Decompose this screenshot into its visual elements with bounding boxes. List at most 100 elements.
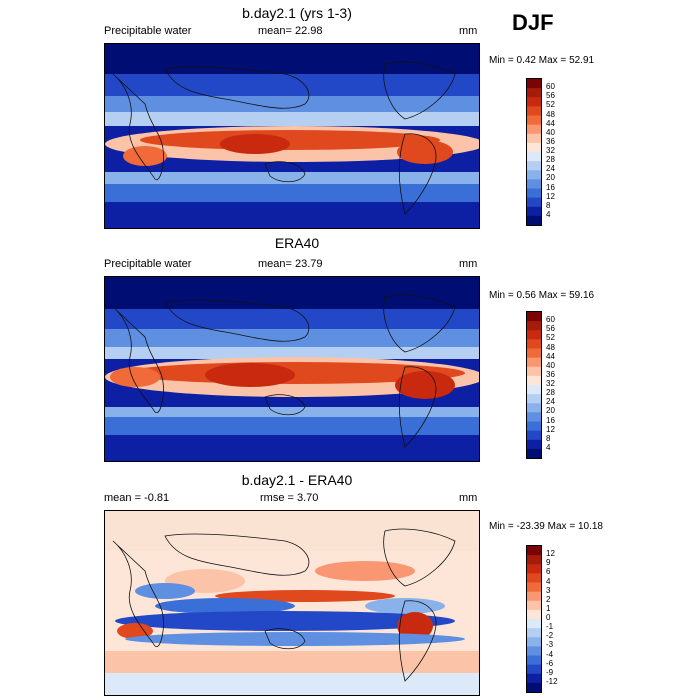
colorbar-swatch bbox=[527, 197, 541, 208]
panel-3-neg-band-1 bbox=[155, 598, 295, 614]
colorbar-tick-label: 16 bbox=[546, 415, 555, 425]
colorbar-tick-label: 12 bbox=[546, 549, 555, 559]
panel-2-min-label: Min = bbox=[489, 290, 514, 301]
colorbar-swatch bbox=[527, 312, 541, 322]
panel-1-mean-value: 22.98 bbox=[295, 25, 323, 37]
colorbar-swatch bbox=[527, 330, 541, 340]
panel-2-coastlines bbox=[112, 294, 456, 448]
colorbar-tick-label: 40 bbox=[546, 127, 555, 137]
colorbar-swatch bbox=[527, 106, 541, 117]
panel-1-africa bbox=[123, 146, 167, 166]
colorbar-tick-label: 20 bbox=[546, 173, 555, 183]
colorbar-tick-label: 6 bbox=[546, 567, 551, 577]
colorbar-swatch bbox=[527, 88, 541, 98]
panel-3-min-value: -23.39 bbox=[516, 521, 545, 532]
colorbar-tick-label: -1 bbox=[546, 622, 554, 632]
panel-3-neg-patch-1 bbox=[135, 583, 195, 599]
panel-1-sh-midlat-band bbox=[105, 184, 479, 202]
colorbar-tick-label: 48 bbox=[546, 342, 555, 352]
colorbar-swatch bbox=[527, 646, 541, 657]
panel-3-rmse-value: 3.70 bbox=[297, 492, 319, 504]
colorbar-tick-label: 2 bbox=[546, 594, 551, 604]
colorbar-swatch bbox=[527, 179, 541, 190]
panel-2-colorbar bbox=[526, 311, 542, 459]
panel-3-sh-band bbox=[105, 651, 479, 673]
colorbar-swatch bbox=[527, 673, 541, 684]
colorbar-tick-label: 28 bbox=[546, 388, 555, 398]
colorbar-swatch bbox=[527, 655, 541, 666]
panel-1-amazon bbox=[397, 140, 453, 164]
panel-2-arctic-band bbox=[105, 277, 479, 309]
panel-2-variable-label: Precipitable water bbox=[104, 258, 192, 270]
colorbar-tick-label: 24 bbox=[546, 397, 555, 407]
colorbar-tick-label: 28 bbox=[546, 155, 555, 165]
colorbar-swatch bbox=[527, 348, 541, 359]
panel-3-max-value: 10.18 bbox=[577, 521, 603, 532]
panel-1-units: mm bbox=[459, 25, 478, 37]
panel-3-pos-amazon bbox=[397, 612, 433, 640]
panel-2-units: mm bbox=[459, 258, 478, 270]
panel-1-min-label: Min = bbox=[489, 55, 514, 66]
panel-1-colorbar bbox=[526, 78, 542, 226]
colorbar-tick-label: 44 bbox=[546, 118, 555, 128]
colorbar-tick-label: 52 bbox=[546, 333, 555, 343]
panel-3-max-label: Max = bbox=[547, 521, 576, 532]
panel-3-arctic-band bbox=[105, 511, 479, 551]
panel-1-mean-label: mean= bbox=[258, 25, 292, 37]
panel-1-subtrop-light-band bbox=[105, 112, 479, 126]
colorbar-swatch bbox=[527, 206, 541, 217]
colorbar-tick-label: 52 bbox=[546, 100, 555, 110]
colorbar-swatch bbox=[527, 79, 541, 89]
colorbar-swatch bbox=[527, 682, 541, 692]
panel-1-arctic-band bbox=[105, 44, 479, 74]
colorbar-tick-label: 40 bbox=[546, 360, 555, 370]
panel-3-pos-patch-2 bbox=[315, 561, 415, 581]
panel-1-southern-band bbox=[105, 202, 479, 228]
colorbar-tick-label: 32 bbox=[546, 379, 555, 388]
colorbar-swatch bbox=[527, 161, 541, 171]
panel-2-warm-pool bbox=[205, 363, 295, 387]
colorbar-tick-label: 60 bbox=[546, 315, 555, 325]
panel-1-sh-subtrop-band bbox=[105, 172, 479, 184]
panel-1-min-max: Min = 0.42 Max = 52.91 bbox=[489, 55, 594, 66]
panel-1-warm-pool bbox=[220, 134, 290, 154]
colorbar-swatch bbox=[527, 582, 541, 593]
panel-3-neg-band-3 bbox=[115, 611, 455, 631]
colorbar-tick-label: 20 bbox=[546, 406, 555, 416]
colorbar-swatch bbox=[527, 394, 541, 404]
panel-2-max-label: Max = bbox=[538, 290, 567, 301]
colorbar-tick-label: 36 bbox=[546, 136, 555, 146]
colorbar-tick-label: 4 bbox=[546, 576, 551, 586]
colorbar-swatch bbox=[527, 564, 541, 574]
colorbar-tick-label: 56 bbox=[546, 91, 555, 101]
panel-3-pos-band bbox=[215, 590, 395, 602]
colorbar-swatch bbox=[527, 448, 541, 458]
panel-2-map-plot bbox=[105, 277, 479, 461]
colorbar-swatch bbox=[527, 609, 541, 620]
colorbar-swatch bbox=[527, 573, 541, 584]
colorbar-swatch bbox=[527, 628, 541, 638]
panel-3-neg-band-4 bbox=[125, 632, 465, 646]
panel-2-nh-subtrop-band bbox=[105, 329, 479, 347]
colorbar-swatch bbox=[527, 321, 541, 331]
season-label: DJF bbox=[512, 10, 554, 35]
colorbar-tick-label: 32 bbox=[546, 146, 555, 155]
panel-1-map bbox=[104, 43, 480, 229]
panel-2-amazon bbox=[395, 371, 455, 399]
panel-3-southern-band bbox=[105, 673, 479, 695]
colorbar-swatch bbox=[527, 97, 541, 107]
colorbar-tick-label: 4 bbox=[546, 209, 551, 219]
colorbar-tick-label: 9 bbox=[546, 558, 551, 568]
colorbar-tick-label: -12 bbox=[546, 676, 558, 686]
panel-3-rmse: rmse = 3.70 bbox=[260, 492, 318, 504]
panel-3-pos-africa bbox=[117, 623, 153, 639]
panel-3-map bbox=[104, 510, 480, 696]
colorbar-tick-label: 56 bbox=[546, 324, 555, 334]
panel-2-min-max: Min = 0.56 Max = 59.16 bbox=[489, 290, 594, 301]
colorbar-tick-label: 24 bbox=[546, 164, 555, 174]
panel-2-subtrop-light-band bbox=[105, 347, 479, 359]
colorbar-swatch bbox=[527, 215, 541, 225]
panel-3-min-label: Min = bbox=[489, 521, 514, 532]
panel-3-mean: mean = -0.81 bbox=[104, 492, 169, 504]
colorbar-tick-label: -4 bbox=[546, 649, 554, 659]
